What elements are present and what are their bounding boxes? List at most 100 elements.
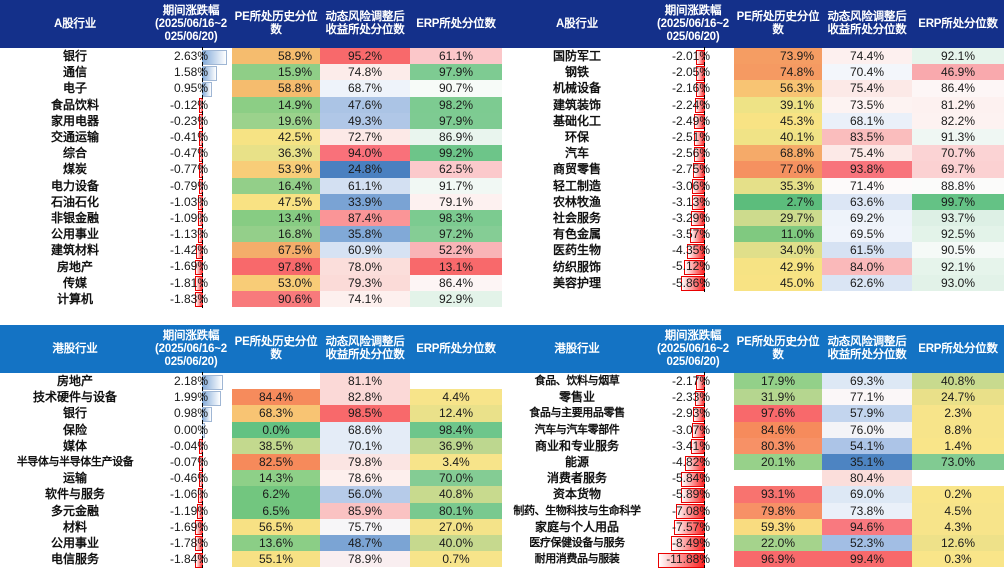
period-change-cell: -2.51%	[652, 127, 734, 147]
col-header-change: 期间涨跌幅 (2025/06/16~2 025/06/20)	[652, 325, 734, 373]
negative-change-bar	[198, 162, 203, 178]
dynamic-risk-adjusted-cell: 85.9%	[320, 502, 410, 519]
negative-change-bar	[197, 504, 203, 520]
period-change-value: 0.00%	[173, 422, 208, 437]
negative-change-bar	[693, 162, 705, 178]
negative-change-bar	[691, 195, 705, 211]
industry-name-cell: 纺织服饰	[502, 258, 652, 275]
dynamic-risk-adjusted-cell: 48.7%	[320, 534, 410, 552]
col-header-change-line3: 025/06/20)	[164, 30, 218, 43]
table-row: 银行 2.63% 58.9% 95.2% 61.1%	[0, 47, 502, 66]
erp-percentile-cell: 36.9%	[410, 437, 502, 454]
zero-axis-line	[202, 469, 203, 488]
erp-percentile-cell: 69.7%	[912, 161, 1004, 178]
erp-percentile-cell: 4.5%	[912, 502, 1004, 519]
period-change-cell: -3.07%	[652, 420, 734, 439]
dynamic-risk-adjusted-cell: 72.7%	[320, 128, 410, 146]
period-change-cell: -2.24%	[652, 95, 734, 114]
dynamic-risk-adjusted-cell: 61.1%	[320, 177, 410, 194]
industry-name-cell: 消费者服务	[502, 470, 652, 487]
zero-axis-line	[202, 257, 203, 276]
pe-percentile-cell: 77.0%	[734, 161, 822, 178]
pe-percentile-cell: 2.7%	[734, 193, 822, 210]
dynamic-risk-adjusted-cell: 78.9%	[320, 551, 410, 568]
col-header-industry: A股行业	[0, 0, 150, 48]
period-change-value: -3.57%	[671, 227, 710, 242]
dynamic-risk-adjusted-cell: 68.7%	[320, 80, 410, 97]
industry-name-cell: 综合	[0, 145, 150, 162]
period-change-value: -3.29%	[671, 210, 710, 225]
positive-change-bar	[202, 49, 227, 65]
zero-axis-line	[704, 127, 705, 147]
dynamic-risk-adjusted-cell: 62.6%	[822, 274, 912, 291]
period-change-cell: -0.12%	[150, 95, 232, 114]
erp-percentile-cell: 90.5%	[912, 242, 1004, 259]
negative-change-bar	[195, 536, 203, 552]
pe-percentile-cell: 6.5%	[232, 502, 320, 519]
negative-change-bar	[687, 243, 705, 259]
period-change-value: -1.42%	[169, 243, 208, 258]
zero-axis-line	[704, 95, 705, 114]
period-change-cell: -11.88%	[652, 550, 734, 569]
table-row: 综合 -0.47% 36.3% 94.0% 99.2%	[0, 144, 502, 163]
period-change-value: -2.01%	[671, 49, 710, 63]
period-change-cell: -1.42%	[150, 241, 232, 260]
period-change-value: -3.07%	[671, 422, 710, 437]
period-change-value: -1.81%	[169, 275, 208, 290]
table-row: 美容护理 -5.86% 45.0% 62.6% 93.0%	[502, 273, 1004, 292]
erp-percentile-cell: 46.9%	[912, 64, 1004, 81]
pe-percentile-cell: 17.9%	[734, 373, 822, 390]
period-change-cell: -2.75%	[652, 160, 734, 179]
zero-axis-line	[704, 79, 705, 98]
industry-name-cell: 机械设备	[502, 80, 652, 97]
dynamic-risk-adjusted-cell: 57.9%	[822, 405, 912, 422]
erp-percentile-cell: 0.3%	[912, 551, 1004, 568]
table-row: 银行 0.98% 68.3% 98.5% 12.4%	[0, 404, 502, 423]
zero-axis-line	[202, 420, 203, 439]
table-row: 食品饮料 -0.12% 14.9% 47.6% 98.2%	[0, 95, 502, 114]
industry-name-cell: 家用电器	[0, 112, 150, 129]
period-change-value: -2.33%	[671, 390, 710, 405]
dynamic-risk-adjusted-cell: 70.1%	[320, 437, 410, 454]
industry-name-cell: 钢铁	[502, 64, 652, 81]
col-header-change: 期间涨跌幅 (2025/06/16~2 025/06/20)	[150, 325, 232, 373]
erp-percentile-cell: 24.7%	[912, 389, 1004, 406]
zero-axis-line	[202, 79, 203, 98]
dynamic-risk-adjusted-cell: 79.3%	[320, 274, 410, 291]
period-change-cell: -1.03%	[150, 192, 232, 211]
dynamic-risk-adjusted-cell: 95.2%	[320, 48, 410, 65]
hk-share-right-grid: 港股行业 期间涨跌幅 (2025/06/16~2 025/06/20) PE所处…	[502, 325, 1004, 569]
negative-change-bar	[199, 98, 203, 114]
table-row: 制药、生物科技与生命科学 -7.08% 79.8% 73.8% 4.5%	[502, 501, 1004, 520]
pe-percentile-cell: 40.1%	[734, 128, 822, 146]
pe-percentile-cell: 80.3%	[734, 437, 822, 454]
pe-percentile-cell: 20.1%	[734, 453, 822, 471]
negative-change-bar	[692, 179, 705, 195]
erp-percentile-cell: 4.3%	[912, 518, 1004, 535]
pe-percentile-cell: 15.9%	[232, 64, 320, 81]
table-row: 钢铁 -2.05% 74.8% 70.4% 46.9%	[502, 63, 1004, 82]
zero-axis-line	[704, 241, 705, 260]
industry-name-cell: 运输	[0, 470, 150, 487]
negative-change-bar	[690, 227, 705, 243]
dynamic-risk-adjusted-cell: 49.3%	[320, 112, 410, 129]
negative-change-bar	[197, 211, 203, 227]
period-change-cell: -5.12%	[652, 257, 734, 276]
dynamic-risk-adjusted-cell: 94.0%	[320, 145, 410, 162]
pe-percentile-cell: 56.5%	[232, 518, 320, 535]
negative-change-bar	[198, 179, 203, 195]
table-row: 建筑材料 -1.42% 67.5% 60.9% 52.2%	[0, 241, 502, 260]
a-share-right-grid: A股行业 期间涨跌幅 (2025/06/16~2 025/06/20) PE所处…	[502, 0, 1004, 292]
table-row: 运输 -0.46% 14.3% 78.6% 70.0%	[0, 469, 502, 488]
pe-percentile-cell	[232, 373, 320, 390]
zero-axis-line	[202, 47, 203, 66]
pe-percentile-cell: 14.3%	[232, 470, 320, 487]
erp-percentile-cell: 80.1%	[410, 502, 502, 519]
dynamic-risk-adjusted-cell: 56.0%	[320, 486, 410, 503]
col-header-change-line2: (2025/06/16~2	[155, 17, 227, 30]
negative-change-bar	[194, 276, 203, 292]
period-change-value: -1.19%	[169, 503, 208, 518]
industry-name-cell: 食品、饮料与烟草	[502, 373, 652, 390]
negative-change-bar	[676, 504, 705, 520]
negative-change-bar	[670, 536, 705, 552]
